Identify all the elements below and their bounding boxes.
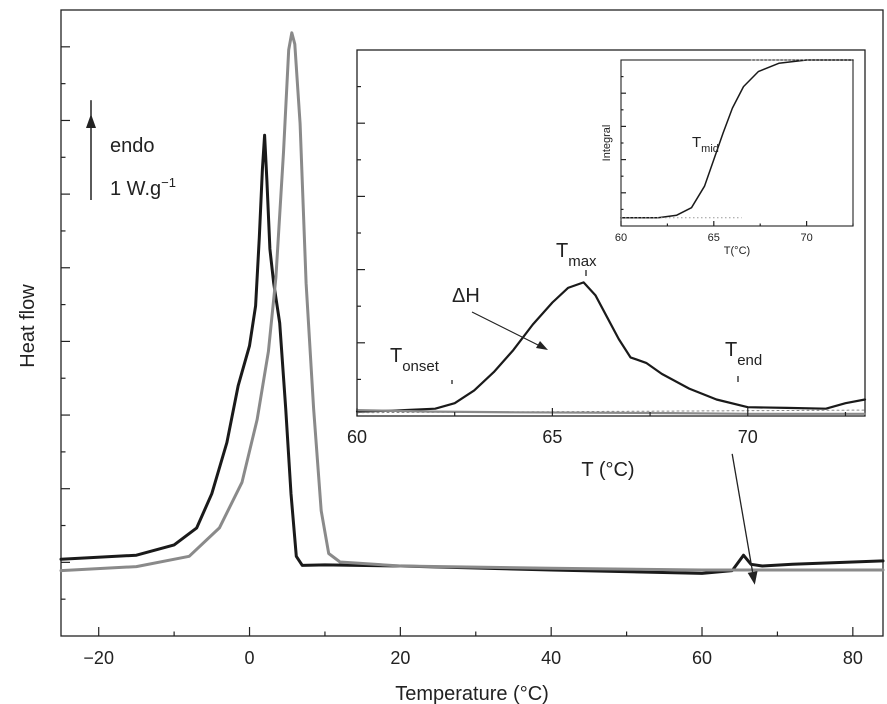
annotation-arrow-line bbox=[731, 453, 754, 573]
annotation-t-onset: Tonset bbox=[390, 345, 440, 375]
nested-inset-x-axis-label: T(°C) bbox=[724, 245, 750, 257]
main-y-axis-label: Heat flow bbox=[17, 284, 39, 368]
t-mid-sub: mid bbox=[701, 143, 719, 155]
main-y-ticks bbox=[61, 46, 70, 600]
nested-inset-chart: 60 65 70 T(°C) Integral Tmid bbox=[601, 59, 854, 257]
main-x-tick-label: 40 bbox=[541, 648, 561, 668]
scale-bar-label-endo: endo bbox=[110, 135, 155, 157]
main-x-tick-label: 20 bbox=[390, 648, 410, 668]
scale-bar-units-base: 1 W.g bbox=[110, 178, 161, 200]
scale-bar-units-sup: −1 bbox=[161, 175, 176, 190]
main-x-tick-label: 60 bbox=[692, 648, 712, 668]
inset-x-tick-label: 60 bbox=[347, 427, 367, 447]
main-chart: −20 0 20 40 60 80 Temperature (°C) Heat flow … bbox=[17, 9, 885, 704]
inset-y-ticks bbox=[357, 85, 365, 380]
nested-inset-x-tick-label: 65 bbox=[708, 232, 720, 244]
inset-x-axis-label: T (°C) bbox=[581, 459, 634, 481]
t-max-sub: max bbox=[568, 253, 597, 270]
delta-h-arrow-line bbox=[471, 311, 541, 347]
annotation-arrow-head bbox=[747, 571, 758, 585]
annotation-delta-h: ΔH bbox=[452, 285, 480, 307]
inset-x-tick-label: 65 bbox=[542, 427, 562, 447]
annotation-t-mid: Tmid bbox=[692, 134, 719, 155]
nested-inset-x-ticks: 60 65 70 bbox=[615, 221, 854, 244]
annotation-t-max: Tmax bbox=[556, 240, 597, 270]
inset-series-0 bbox=[355, 281, 867, 413]
inset-x-ticks: 60 65 70 bbox=[347, 408, 847, 447]
inset-x-tick-label: 70 bbox=[738, 427, 758, 447]
main-series-0 bbox=[59, 133, 885, 575]
nested-inset-x-tick-label: 60 bbox=[615, 232, 627, 244]
nested-inset-y-ticks bbox=[621, 75, 626, 210]
main-x-ticks: −20 0 20 40 60 80 bbox=[83, 627, 863, 668]
main-series-group bbox=[59, 31, 885, 575]
main-x-tick-label: −20 bbox=[83, 648, 114, 668]
inset-series-2 bbox=[356, 409, 866, 414]
nested-inset-series-0 bbox=[620, 59, 854, 219]
nested-inset-frame bbox=[620, 59, 854, 227]
nested-inset-y-axis-label: Integral bbox=[601, 125, 613, 162]
main-x-tick-label: 0 bbox=[245, 648, 255, 668]
annotation-t-end: Tend bbox=[725, 339, 762, 369]
main-x-axis-label: Temperature (°C) bbox=[395, 683, 549, 704]
nested-inset-x-tick-label: 70 bbox=[800, 232, 812, 244]
t-onset-base: T bbox=[390, 345, 402, 367]
main-plot-frame bbox=[60, 9, 884, 637]
t-end-sub: end bbox=[737, 352, 762, 369]
main-x-tick-label: 80 bbox=[843, 648, 863, 668]
scale-bar-label-units: 1 W.g−1 bbox=[110, 175, 176, 200]
t-onset-sub: onset bbox=[402, 358, 440, 375]
scale-bar-arrowhead bbox=[86, 114, 96, 128]
nested-inset-series-group bbox=[620, 59, 854, 219]
annotation-arrow bbox=[731, 453, 758, 585]
t-end-base: T bbox=[725, 339, 737, 361]
t-mid-base: T bbox=[692, 134, 701, 151]
scale-bar: endo 1 W.g−1 bbox=[86, 100, 176, 200]
delta-h-arrow-head bbox=[536, 341, 548, 350]
t-max-base: T bbox=[556, 240, 568, 262]
main-series-1 bbox=[59, 31, 885, 573]
